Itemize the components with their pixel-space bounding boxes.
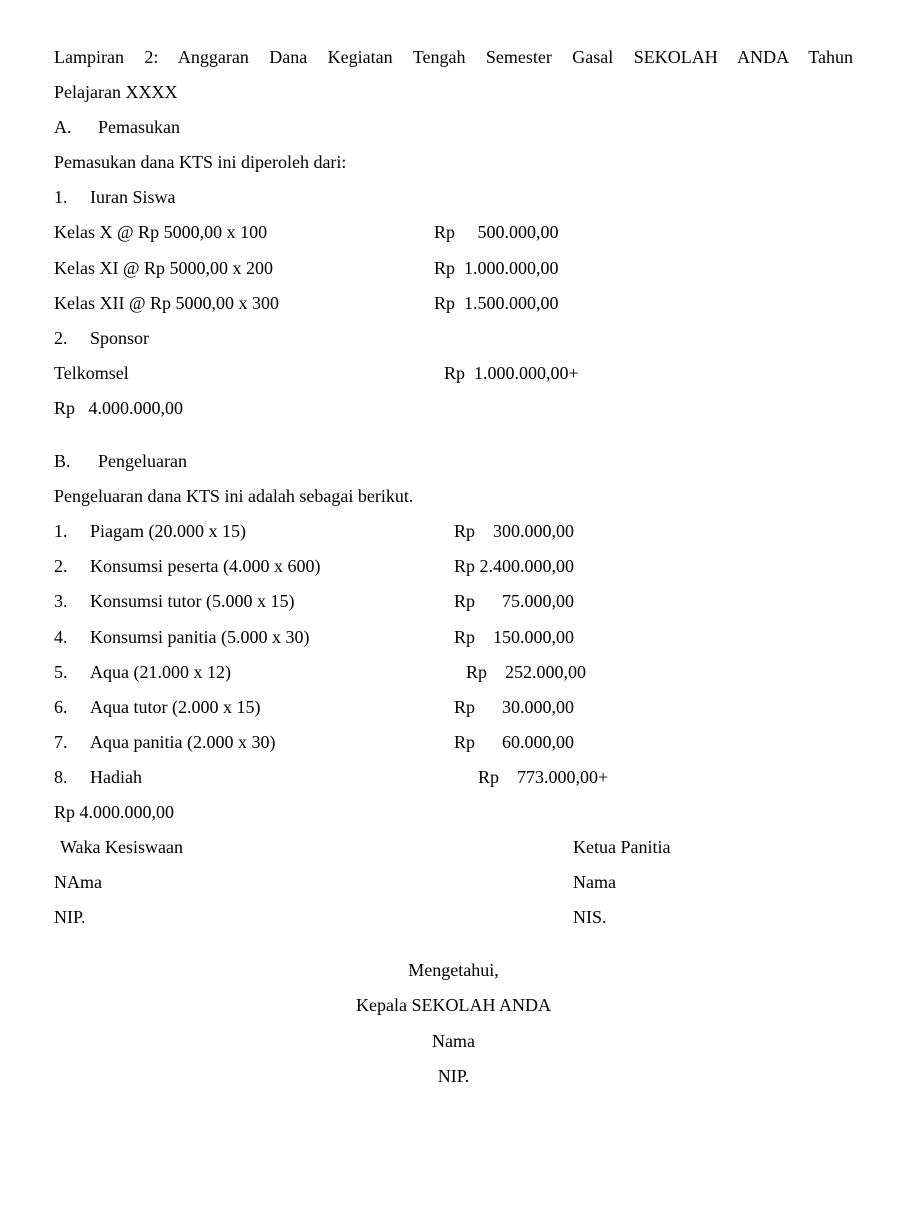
expense-label: Aqua (21.000 x 12)	[90, 662, 231, 682]
expense-label: Piagam (20.000 x 15)	[90, 521, 246, 541]
title-line-1: Lampiran 2: Anggaran Dana Kegiatan Tenga…	[54, 40, 853, 75]
kelas-x-row: Kelas X @ Rp 5000,00 x 100 Rp 500.000,00	[54, 215, 853, 250]
expense-num: 1.	[54, 514, 90, 549]
expense-num: 5.	[54, 655, 90, 690]
income-item-1: 1.Iuran Siswa	[54, 180, 853, 215]
kepala-nip: NIP.	[54, 1059, 853, 1094]
kelas-xi-row: Kelas XI @ Rp 5000,00 x 200 Rp 1.000.000…	[54, 251, 853, 286]
expense-row-8: 8.Hadiah Rp 773.000,00+	[54, 760, 853, 795]
expense-amount: Rp 30.000,00	[454, 690, 574, 725]
telkomsel-label: Telkomsel	[54, 356, 444, 391]
expense-amount: Rp 75.000,00	[454, 584, 574, 619]
section-b-intro: Pengeluaran dana KTS ini adalah sebagai …	[54, 479, 853, 514]
expense-row-7: 7.Aqua panitia (2.000 x 30) Rp 60.000,00	[54, 725, 853, 760]
mengetahui-label: Mengetahui,	[54, 953, 853, 988]
signature-row-titles: Waka Kesiswaan Ketua Panitia	[54, 830, 853, 865]
expense-amount: Rp 60.000,00	[454, 725, 574, 760]
kelas-xi-amount: Rp 1.000.000,00	[434, 251, 559, 286]
expense-amount: Rp 150.000,00	[454, 620, 574, 655]
expense-row-3: 3.Konsumsi tutor (5.000 x 15) Rp 75.000,…	[54, 584, 853, 619]
section-a-intro: Pemasukan dana KTS ini diperoleh dari:	[54, 145, 853, 180]
section-b-total: Rp 4.000.000,00	[54, 795, 853, 830]
kelas-xii-amount: Rp 1.500.000,00	[434, 286, 559, 321]
section-a-heading: A.Pemasukan	[54, 110, 853, 145]
section-a-title: Pemasukan	[98, 117, 180, 137]
expense-row-6: 6.Aqua tutor (2.000 x 15) Rp 30.000,00	[54, 690, 853, 725]
title-line-2: Pelajaran XXXX	[54, 75, 853, 110]
signature-row-ids: NIP. NIS.	[54, 900, 853, 935]
signature-row-names: NAma Nama	[54, 865, 853, 900]
kepala-nama: Nama	[54, 1024, 853, 1059]
sig-left-title: Waka Kesiswaan	[54, 830, 183, 865]
income-item-1-label: Iuran Siswa	[90, 187, 175, 207]
income-item-2: 2.Sponsor	[54, 321, 853, 356]
sig-left-nip: NIP.	[54, 900, 86, 935]
sig-right-name: Nama	[573, 865, 853, 900]
section-a-total: Rp 4.000.000,00	[54, 391, 853, 426]
expense-num: 6.	[54, 690, 90, 725]
expense-num: 8.	[54, 760, 90, 795]
section-b-heading: B.Pengeluaran	[54, 444, 853, 479]
kelas-xii-row: Kelas XII @ Rp 5000,00 x 300 Rp 1.500.00…	[54, 286, 853, 321]
income-item-2-label: Sponsor	[90, 328, 149, 348]
sig-left-name: NAma	[54, 865, 102, 900]
sig-right-title: Ketua Panitia	[573, 830, 853, 865]
expense-label: Aqua panitia (2.000 x 30)	[90, 732, 275, 752]
expense-num: 7.	[54, 725, 90, 760]
kelas-x-amount: Rp 500.000,00	[434, 215, 559, 250]
expense-label: Konsumsi peserta (4.000 x 600)	[90, 556, 320, 576]
expense-amount: Rp 252.000,00	[466, 655, 586, 690]
section-a-letter: A.	[54, 110, 98, 145]
expense-row-1: 1.Piagam (20.000 x 15) Rp 300.000,00	[54, 514, 853, 549]
expense-num: 2.	[54, 549, 90, 584]
expense-num: 4.	[54, 620, 90, 655]
expense-label: Aqua tutor (2.000 x 15)	[90, 697, 260, 717]
expense-label: Hadiah	[90, 767, 142, 787]
expense-row-4: 4.Konsumsi panitia (5.000 x 30) Rp 150.0…	[54, 620, 853, 655]
expense-row-2: 2.Konsumsi peserta (4.000 x 600) Rp 2.40…	[54, 549, 853, 584]
kepala-label: Kepala SEKOLAH ANDA	[54, 988, 853, 1023]
expense-label: Konsumsi panitia (5.000 x 30)	[90, 627, 309, 647]
expense-row-5: 5.Aqua (21.000 x 12) Rp 252.000,00	[54, 655, 853, 690]
expense-amount: Rp 773.000,00+	[478, 760, 608, 795]
section-b-title: Pengeluaran	[98, 451, 187, 471]
telkomsel-row: Telkomsel Rp 1.000.000,00+	[54, 356, 853, 391]
expense-label: Konsumsi tutor (5.000 x 15)	[90, 591, 295, 611]
kelas-xi-label: Kelas XI @ Rp 5000,00 x 200	[54, 251, 434, 286]
expense-amount: Rp 300.000,00	[454, 514, 574, 549]
income-item-1-num: 1.	[54, 180, 90, 215]
section-b-letter: B.	[54, 444, 98, 479]
kelas-x-label: Kelas X @ Rp 5000,00 x 100	[54, 215, 434, 250]
expense-num: 3.	[54, 584, 90, 619]
expense-amount: Rp 2.400.000,00	[454, 549, 574, 584]
income-item-2-num: 2.	[54, 321, 90, 356]
sig-right-nis: NIS.	[573, 900, 853, 935]
telkomsel-amount: Rp 1.000.000,00+	[444, 356, 579, 391]
kelas-xii-label: Kelas XII @ Rp 5000,00 x 300	[54, 286, 434, 321]
